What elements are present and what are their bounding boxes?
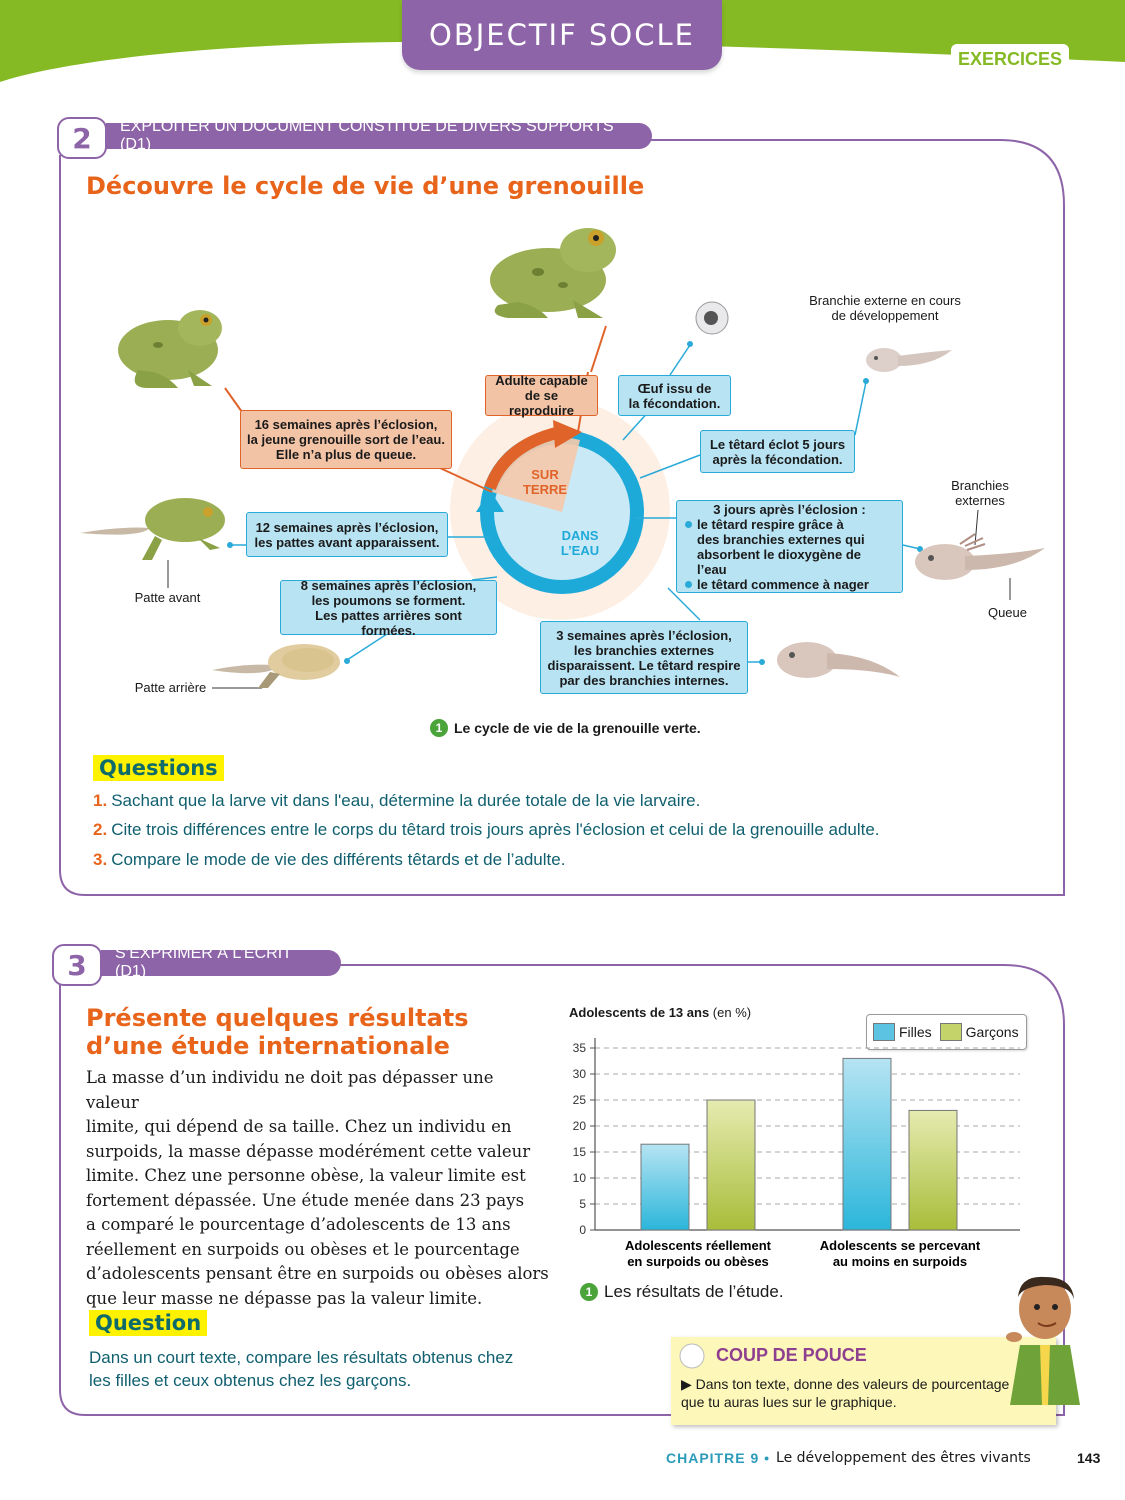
life-cycle-diagram — [167, 325, 1011, 689]
chart-legend-caption-text: Les résultats de l’étude. — [604, 1282, 784, 1301]
chart-legend: Filles Garçons — [866, 1014, 1027, 1050]
objectif-socle-tab: OBJECTIF SOCLE — [402, 0, 722, 70]
question-text: Dans un court texte, compare les résulta… — [89, 1348, 514, 1390]
question-3: 3. Compare le mode de vie des différents … — [93, 850, 566, 869]
exercise-number-3: 3 — [52, 944, 102, 986]
exercise-number-2: 2 — [57, 117, 107, 159]
tadpole-3-weeks-illustration — [777, 642, 900, 678]
bar-garçons-1 — [706, 1099, 756, 1231]
label-queue: Queue — [987, 605, 1028, 620]
bar-filles-1 — [640, 1143, 690, 1231]
question-2: 2. Cite trois différences entre le corps … — [93, 820, 880, 839]
legend-garcons: Garçons — [939, 1023, 1019, 1041]
tadpole-8-weeks-illustration — [212, 644, 340, 688]
label-branchies-externes: Branchies externes — [951, 478, 1009, 508]
y-tick-label: 25 — [573, 1093, 587, 1107]
legend-swatch-filles — [873, 1023, 895, 1041]
thumb-bullet-icon — [679, 1343, 705, 1369]
y-tick-label: 10 — [573, 1171, 587, 1185]
land-label: SUR TERRE — [522, 467, 568, 497]
coup-de-pouce-title: COUP DE POUCE — [716, 1345, 867, 1365]
question-badge: Question — [89, 1310, 208, 1336]
box-adult: Adulte capable de se reproduire — [485, 373, 598, 418]
x-category-label: Adolescents se percevant — [820, 1238, 981, 1253]
footer-chapter: CHAPITRE 9 • — [666, 1450, 771, 1466]
coup-de-pouce-text: ▶ Dans ton texte, donne des valeurs de p… — [681, 1376, 1010, 1410]
tadpole-3-days-illustration — [915, 533, 1045, 580]
box-egg: Œuf issu de la fécondation. — [618, 375, 731, 416]
footer-chapter-name: Le développement des êtres vivants — [776, 1450, 1031, 1466]
exercise-title-2: Découvre le cycle de vie d’une grenouill… — [86, 172, 645, 200]
legend-filles: Filles — [873, 1023, 932, 1041]
water-label: DANS L’EAU — [560, 528, 600, 558]
diagram-legend-text: Le cycle de vie de la grenouille verte. — [454, 720, 701, 736]
x-category-label: Adolescents réellement — [625, 1238, 772, 1253]
tadpole-hatched-illustration — [866, 348, 952, 372]
chart-legend-caption: 1 Les résultats de l’étude. — [580, 1282, 784, 1302]
footer: CHAPITRE 9 • Le développement des êtres … — [666, 1450, 1031, 1466]
chart-title: Adolescents de 13 ans (en %) — [569, 1005, 752, 1020]
box-12-weeks: 12 semaines après l’éclosion, les pattes… — [246, 512, 448, 557]
young-frog-illustration — [118, 310, 222, 388]
box-hatch: Le têtard éclot 5 jours après la féconda… — [700, 430, 855, 473]
y-tick-label: 20 — [573, 1119, 587, 1133]
y-tick-label: 15 — [573, 1145, 587, 1159]
study-paragraph: La masse d’un individu ne doit pas dépas… — [86, 1068, 549, 1308]
exercices-tag: EXERCICES — [951, 44, 1069, 74]
page-number: 143 — [1077, 1450, 1101, 1466]
question-1: 1. Sachant que la larve vit dans l'eau, d… — [93, 791, 701, 810]
box-8-weeks: 8 semaines après l’éclosion, les poumons… — [280, 578, 497, 638]
box-3-weeks: 3 semaines après l’éclosion, les branchi… — [540, 621, 748, 694]
diagram-legend: 1 Le cycle de vie de la grenouille verte… — [430, 719, 701, 737]
y-tick-label: 0 — [579, 1223, 586, 1237]
questions-badge: Questions — [93, 755, 224, 781]
bar-filles-2 — [842, 1057, 892, 1231]
egg-illustration — [695, 301, 729, 335]
y-tick-label: 30 — [573, 1067, 587, 1081]
label-patte-arriere: Patte arrière — [134, 680, 207, 695]
x-category-label: au moins en surpoids — [833, 1254, 967, 1269]
chart-legend-number: 1 — [580, 1283, 598, 1301]
exercise-skill-3: S’EXPRIMER À L’ÉCRIT (D1) — [101, 945, 341, 980]
legend-number-disc: 1 — [430, 719, 448, 737]
bar-garçons-2 — [908, 1109, 958, 1231]
coup-de-pouce-box — [671, 1337, 1056, 1425]
box-16-weeks: 16 semaines après l’éclosion, la jeune g… — [240, 410, 452, 469]
x-category-label: en surpoids ou obèses — [627, 1254, 769, 1269]
box-3-days: 3 jours après l’éclosion : le têtard res… — [676, 500, 903, 593]
adult-frog-illustration — [490, 228, 616, 318]
label-branchie-dev: Branchie externe en cours de développeme… — [809, 293, 961, 323]
legend-swatch-garcons — [939, 1023, 962, 1041]
y-tick-label: 35 — [573, 1041, 587, 1055]
exercise-skill-2: EXPLOITER UN DOCUMENT CONSTITUÉ DE DIVER… — [106, 118, 652, 153]
exercise-title-3: Présente quelques résultats d’une étude … — [86, 1004, 469, 1060]
boy-illustration — [1006, 1276, 1080, 1405]
land-arrow — [484, 426, 562, 491]
y-tick-label: 5 — [579, 1197, 586, 1211]
label-patte-avant: Patte avant — [134, 590, 201, 605]
tadpole-12-weeks-illustration — [80, 498, 225, 560]
